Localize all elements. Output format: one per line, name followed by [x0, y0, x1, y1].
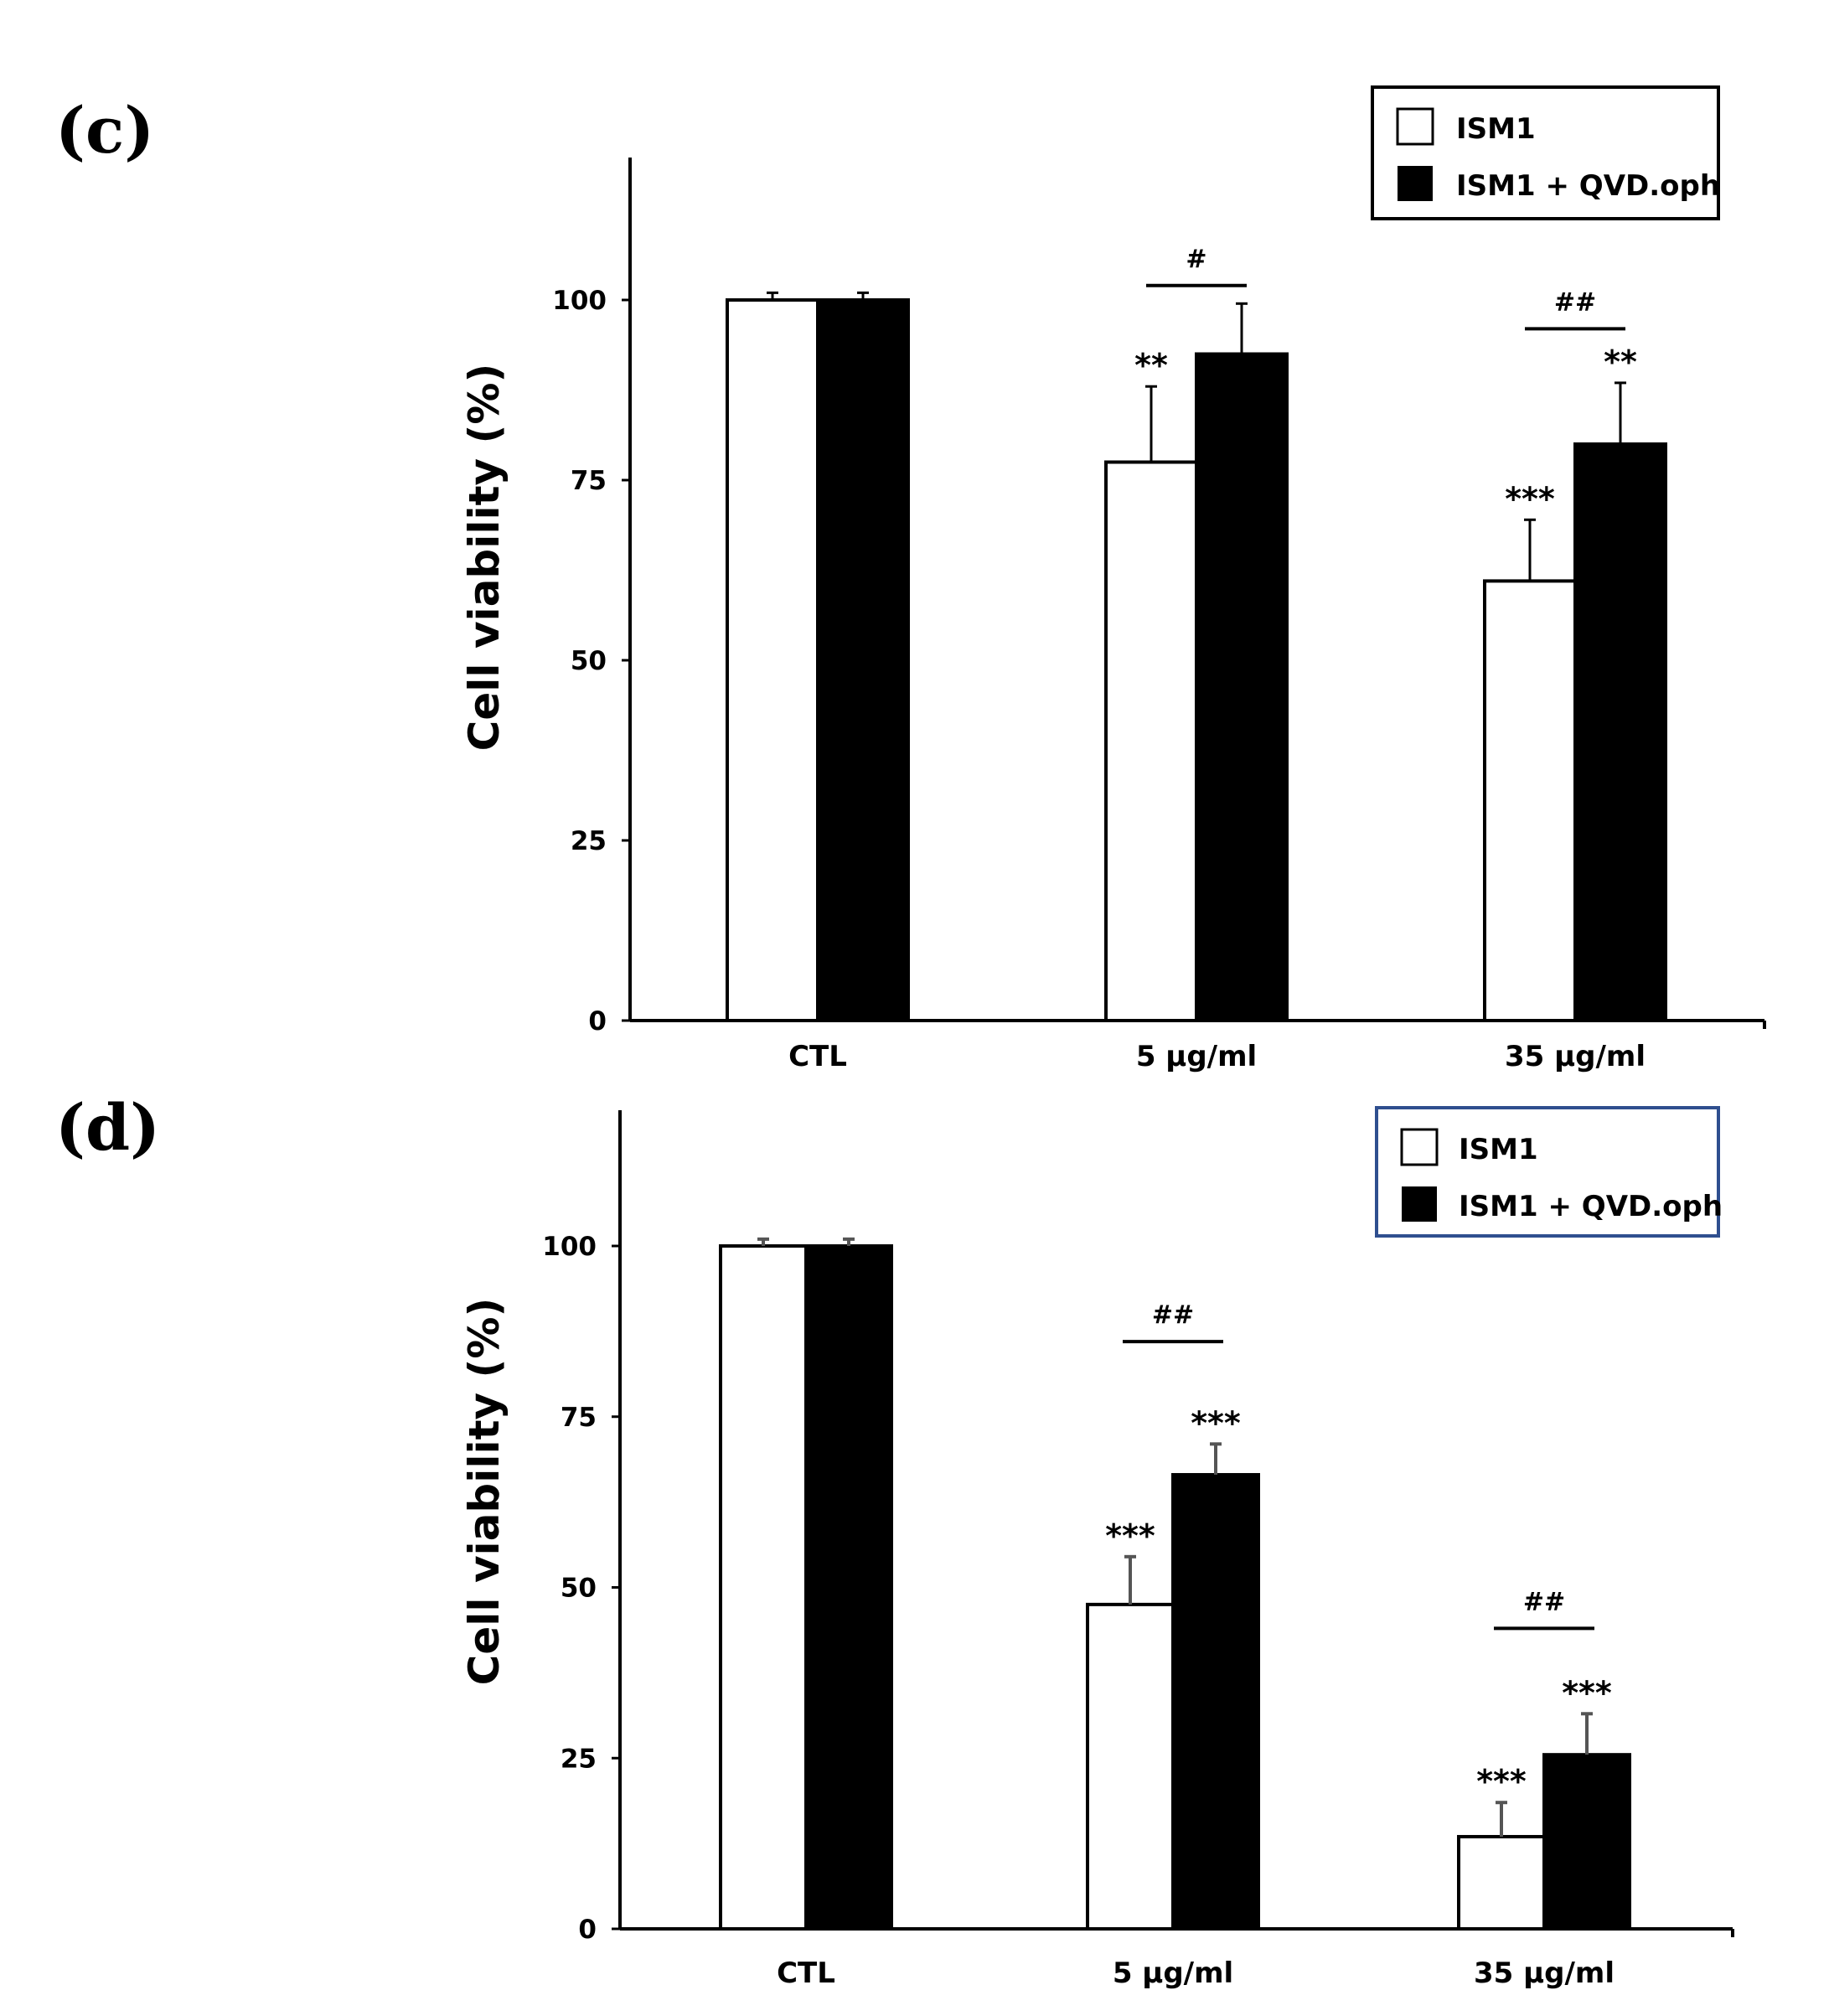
significance-label: **	[1604, 344, 1637, 380]
comparison-label: ##	[1152, 1300, 1194, 1330]
bar	[719, 1244, 808, 1931]
chart-panel-c: (c) Cell viability (%) ISM1 ISM1 + QVD.o…	[55, 85, 1766, 1073]
legend-swatch-ism1-qvd	[1402, 1186, 1437, 1222]
legend-swatch-ism1	[1396, 107, 1434, 146]
legend-label-ism1-qvd: ISM1 + QVD.oph	[1456, 169, 1720, 203]
y-axis-label: Cell viability (%)	[460, 1298, 509, 1686]
x-tick-label: 5 μg/ml	[1136, 1040, 1257, 1073]
legend-label-ism1: ISM1	[1456, 112, 1536, 146]
x-tick-label: 35 μg/ml	[1474, 1957, 1615, 1990]
bar	[1171, 1473, 1260, 1931]
significance-label: **	[1134, 347, 1168, 384]
bar	[1483, 579, 1577, 1022]
legend-swatch-ism1-qvd	[1398, 166, 1433, 201]
comparison-label: ##	[1554, 287, 1596, 317]
significance-label: ***	[1191, 1404, 1241, 1441]
significance-label: ***	[1476, 1763, 1527, 1800]
y-tick-label: 100	[552, 286, 607, 316]
legend-swatch-ism1	[1400, 1128, 1439, 1166]
chart-panel-d: (d) Cell viability (%) ISM1 ISM1 + QVD.o…	[55, 1090, 1734, 1990]
y-tick-label: 75	[571, 466, 607, 496]
significance-label: ***	[1105, 1517, 1155, 1554]
y-tick-label: 0	[588, 1006, 607, 1036]
bar	[1195, 352, 1289, 1022]
y-tick-label: 100	[542, 1232, 597, 1262]
comparison-label: ##	[1523, 1587, 1565, 1616]
bar	[1086, 1602, 1175, 1931]
comparison-label: #	[1186, 245, 1206, 274]
legend: ISM1 ISM1 + QVD.oph	[1375, 1106, 1723, 1238]
x-tick-label: CTL	[788, 1040, 847, 1073]
y-axis-label: Cell viability (%)	[460, 364, 509, 752]
y-tick-label: 0	[578, 1915, 597, 1945]
bar	[804, 1244, 893, 1931]
y-tick-label: 25	[561, 1744, 597, 1774]
bar	[1542, 1753, 1631, 1931]
legend-label-ism1: ISM1	[1459, 1133, 1538, 1166]
y-tick-label: 25	[571, 826, 607, 856]
x-tick-label: CTL	[777, 1957, 835, 1990]
y-tick-label: 75	[561, 1403, 597, 1433]
y-tick-label: 50	[571, 646, 607, 676]
y-tick-label: 50	[561, 1574, 597, 1604]
legend: ISM1 ISM1 + QVD.oph	[1371, 85, 1720, 220]
significance-label: ***	[1562, 1674, 1612, 1711]
x-tick-label: 5 μg/ml	[1113, 1957, 1233, 1990]
legend-label-ism1-qvd: ISM1 + QVD.oph	[1459, 1190, 1723, 1223]
bar	[816, 298, 910, 1022]
bar	[1104, 460, 1198, 1022]
bar	[726, 298, 819, 1022]
significance-label: ***	[1505, 480, 1555, 517]
bar	[1573, 442, 1667, 1022]
bar	[1457, 1834, 1546, 1931]
x-tick-label: 35 μg/ml	[1505, 1040, 1646, 1073]
panel-label: (c)	[55, 93, 154, 168]
panel-label: (d)	[55, 1090, 160, 1165]
